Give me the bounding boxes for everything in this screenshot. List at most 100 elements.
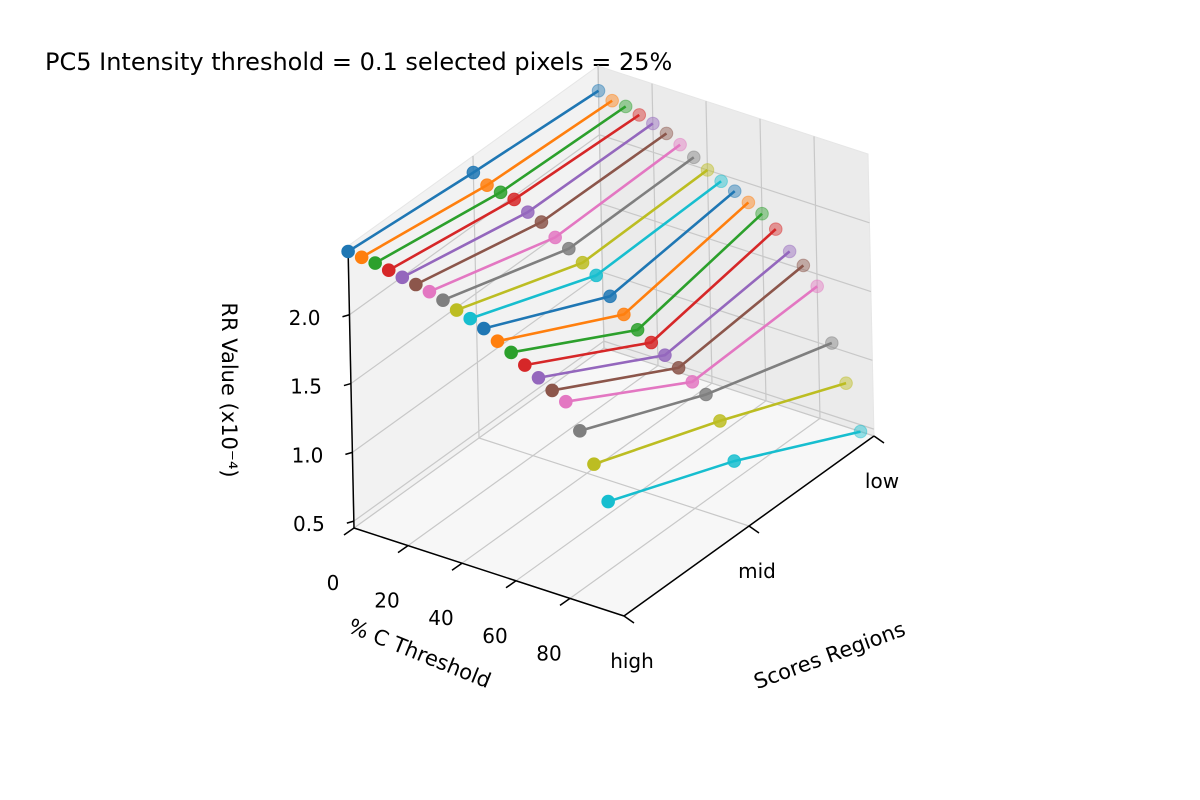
series-11 — [490, 195, 756, 348]
data-point — [700, 163, 715, 177]
x-axis-label: % C Threshold — [345, 614, 494, 693]
y-tick-label: mid — [738, 559, 776, 583]
data-point — [368, 256, 382, 270]
data-point — [587, 457, 601, 471]
axis-lines — [342, 245, 885, 624]
data-point — [810, 279, 824, 294]
x-tick-mark — [397, 544, 409, 554]
grid-x-side — [759, 118, 767, 401]
data-point — [839, 376, 853, 390]
data-point — [504, 345, 518, 360]
grid-z-back — [353, 340, 605, 522]
z-axis-line — [347, 245, 355, 529]
series-7 — [436, 150, 701, 307]
data-point — [659, 126, 674, 141]
data-point — [671, 361, 686, 375]
x-tick-mark — [343, 527, 355, 536]
x-tick-label: 60 — [482, 624, 507, 648]
data-point — [782, 244, 797, 259]
data-point — [618, 99, 633, 114]
data-point — [493, 185, 508, 200]
data-point — [632, 108, 647, 122]
data-point — [605, 93, 619, 108]
data-point — [644, 335, 659, 350]
data-point — [825, 336, 839, 350]
x-tick-mark — [451, 562, 463, 571]
data-point — [630, 323, 645, 337]
z-tick-mark — [342, 314, 350, 318]
data-point — [381, 263, 396, 278]
series-1 — [354, 93, 619, 265]
data-point — [534, 215, 549, 229]
grid-y-floor — [478, 437, 750, 527]
x-axis-line — [353, 527, 625, 617]
x-tick-mark — [505, 580, 517, 589]
series-18 — [587, 376, 853, 471]
grid-y-floor — [603, 347, 875, 437]
series-15 — [545, 258, 811, 398]
data-point — [341, 244, 355, 259]
data-point — [466, 165, 481, 180]
series-16 — [559, 279, 824, 409]
data-point — [436, 293, 450, 307]
y-tick-label: low — [865, 469, 899, 493]
x-tick-label: 20 — [374, 589, 399, 613]
data-point — [463, 311, 478, 326]
data-point — [686, 150, 701, 165]
grid-z-back — [349, 134, 600, 316]
data-point — [755, 206, 769, 221]
series-17 — [573, 336, 839, 438]
data-point — [575, 255, 590, 270]
data-point — [548, 230, 562, 245]
data-point — [603, 289, 617, 304]
data-point — [741, 195, 756, 210]
series-3 — [381, 108, 647, 278]
series-19 — [601, 424, 868, 509]
data-point — [589, 268, 603, 283]
x-tick-label: 80 — [536, 641, 561, 665]
series-6 — [422, 137, 687, 299]
data-point — [853, 424, 868, 439]
grid-z-side — [600, 202, 872, 293]
data-point — [507, 192, 521, 207]
data-point — [699, 387, 713, 402]
series-9 — [463, 174, 728, 326]
data-point — [354, 250, 369, 265]
series-5 — [409, 126, 674, 292]
z-axis-label: RR Value (x10⁻⁴) — [217, 302, 241, 477]
data-point — [727, 454, 742, 468]
series-13 — [518, 222, 783, 372]
data-series — [341, 83, 868, 509]
data-point — [559, 394, 573, 409]
grid-y-back — [597, 65, 605, 349]
z-tick-mark — [343, 382, 352, 387]
grid-z-side — [603, 340, 875, 430]
data-point — [521, 205, 535, 219]
y-tick-mark — [623, 615, 635, 624]
data-point — [714, 174, 728, 189]
series-14 — [531, 244, 797, 385]
grid-z-back — [352, 271, 603, 453]
data-point — [727, 184, 742, 198]
z-tick-label: 0.5 — [293, 512, 325, 536]
y-tick-label: high — [610, 649, 654, 673]
series-12 — [504, 206, 769, 360]
grid-x-side — [813, 136, 821, 419]
data-point — [449, 303, 464, 317]
grid-x-side — [651, 83, 659, 366]
data-point — [796, 258, 811, 273]
data-point — [531, 370, 546, 385]
data-point — [658, 348, 672, 362]
axes-panes — [347, 65, 876, 617]
data-point — [601, 494, 615, 509]
data-point — [591, 83, 606, 98]
z-tick-mark — [345, 451, 353, 456]
y-tick-mark — [873, 435, 885, 444]
x-tick-label: 0 — [327, 571, 340, 595]
z-tick-label: 1.5 — [290, 375, 322, 399]
x-tick-mark — [559, 597, 571, 607]
data-point — [713, 414, 727, 428]
z-tick-label: 2.0 — [289, 306, 321, 330]
data-point — [518, 358, 532, 372]
series-4 — [395, 116, 660, 285]
